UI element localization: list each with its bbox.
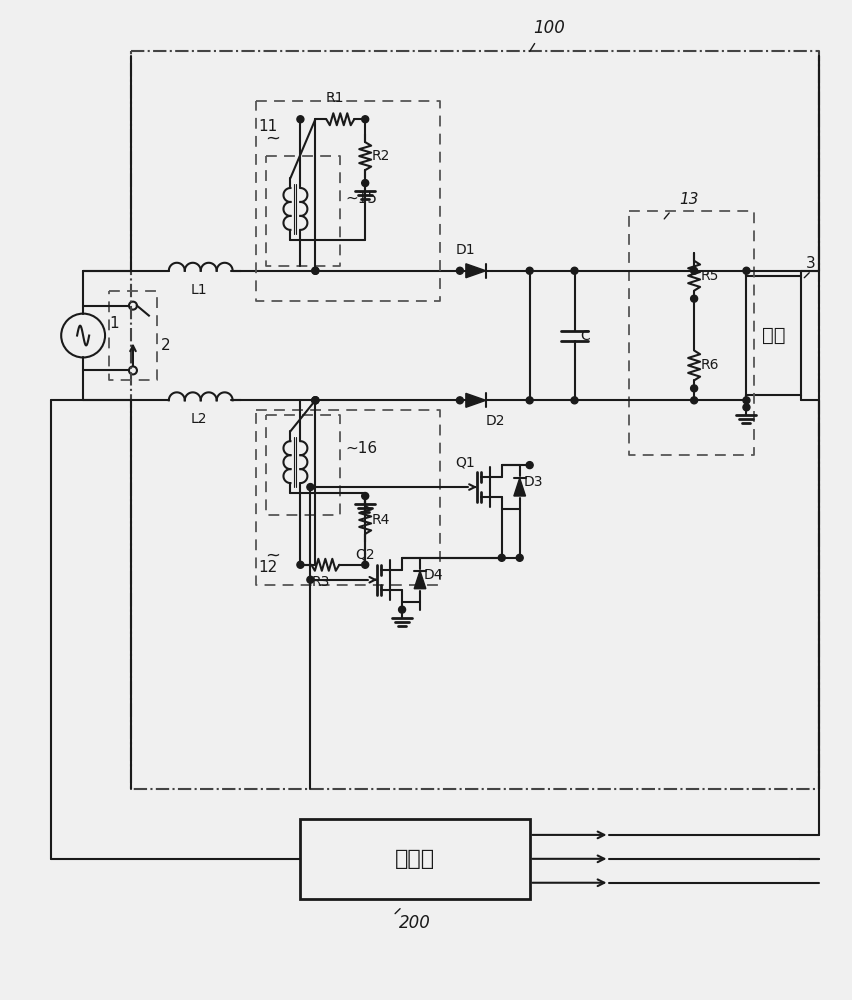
Circle shape [362, 180, 369, 187]
Circle shape [743, 267, 750, 274]
Circle shape [691, 397, 698, 404]
Text: D2: D2 [486, 414, 505, 428]
Polygon shape [466, 393, 486, 407]
Circle shape [307, 576, 314, 583]
Circle shape [399, 606, 406, 613]
Text: 1: 1 [109, 316, 118, 331]
Text: 100: 100 [533, 19, 566, 37]
Circle shape [571, 397, 578, 404]
Text: 12: 12 [258, 560, 278, 575]
Text: R1: R1 [326, 91, 344, 105]
Circle shape [743, 404, 750, 411]
Text: D3: D3 [524, 475, 544, 489]
Circle shape [362, 493, 369, 500]
Polygon shape [514, 478, 526, 496]
Polygon shape [414, 571, 426, 589]
Circle shape [691, 295, 698, 302]
Text: 負載: 負載 [762, 326, 786, 345]
Circle shape [527, 397, 533, 404]
Circle shape [362, 561, 369, 568]
Circle shape [312, 267, 319, 274]
Circle shape [307, 484, 314, 491]
Circle shape [498, 554, 505, 561]
Text: Q1: Q1 [455, 455, 475, 469]
Circle shape [743, 397, 750, 404]
Text: D1: D1 [456, 243, 475, 257]
Circle shape [312, 397, 319, 404]
Circle shape [457, 397, 463, 404]
Text: 3: 3 [806, 256, 816, 271]
Circle shape [691, 385, 698, 392]
Text: 13: 13 [679, 192, 699, 207]
Circle shape [297, 561, 304, 568]
Bar [301, 819, 530, 899]
Text: L2: L2 [191, 412, 207, 426]
Circle shape [297, 116, 304, 123]
Circle shape [571, 267, 578, 274]
Circle shape [691, 267, 698, 274]
Circle shape [312, 267, 319, 274]
Circle shape [527, 267, 533, 274]
Text: R3: R3 [311, 575, 330, 589]
Text: 2: 2 [161, 338, 170, 353]
Text: R5: R5 [701, 269, 719, 283]
Circle shape [362, 116, 369, 123]
Text: R6: R6 [701, 358, 720, 372]
Circle shape [457, 267, 463, 274]
Bar [746, 276, 801, 395]
Text: Q2: Q2 [355, 548, 375, 562]
Text: ~15: ~15 [345, 191, 377, 206]
Text: R4: R4 [371, 513, 389, 527]
Circle shape [312, 397, 319, 404]
Text: ~16: ~16 [345, 441, 377, 456]
Text: R2: R2 [371, 149, 389, 163]
Polygon shape [466, 264, 486, 278]
Text: D4: D4 [424, 568, 444, 582]
Circle shape [516, 554, 523, 561]
Text: C: C [580, 329, 590, 343]
Text: L1: L1 [191, 283, 207, 297]
Circle shape [312, 397, 319, 404]
Text: 制御部: 制御部 [395, 849, 435, 869]
Text: ~: ~ [266, 547, 280, 565]
Text: 11: 11 [258, 119, 278, 134]
Text: 200: 200 [399, 914, 431, 932]
Circle shape [527, 462, 533, 469]
Text: ~: ~ [266, 129, 280, 147]
